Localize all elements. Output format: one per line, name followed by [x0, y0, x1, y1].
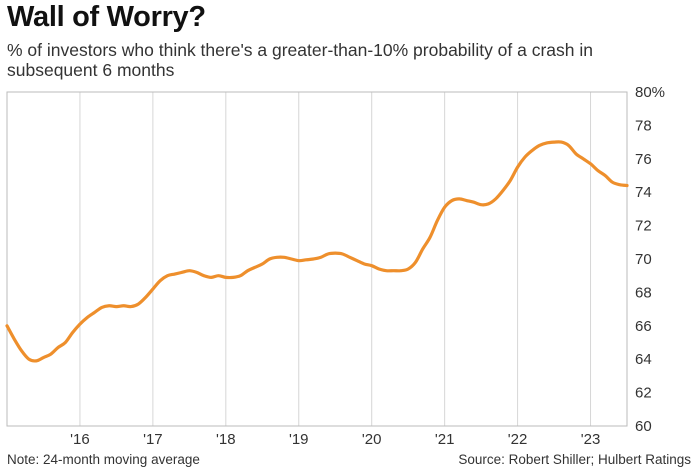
x-tick-label: '20 [362, 431, 382, 448]
x-tick-label: '23 [581, 431, 601, 448]
x-tick-label: '19 [289, 431, 309, 448]
y-tick-label: 74 [635, 184, 652, 201]
y-tick-label: 72 [635, 218, 652, 235]
series-layer [5, 140, 629, 363]
axis-ticks: '16 '17 '18 '19 '20 '21 '22 '23 60 62 64 66 68 70 72 74… [70, 84, 665, 448]
y-tick-label: 68 [635, 284, 652, 301]
grid-lines [79, 92, 592, 426]
y-tick-label: 78 [635, 117, 652, 134]
y-tick-label: 80% [635, 84, 665, 101]
y-tick-label: 70 [635, 251, 652, 268]
y-tick-label: 64 [635, 351, 652, 368]
x-tick-label: '18 [216, 431, 236, 448]
x-tick-label: '16 [70, 431, 90, 448]
series-line [5, 140, 629, 363]
x-tick-label: '17 [143, 431, 163, 448]
chart-title: Wall of Worry? [7, 1, 206, 33]
plot-frame [6, 91, 628, 427]
y-tick-label: 60 [635, 418, 652, 435]
chart-subtitle: % of investors who think there's a great… [7, 40, 594, 80]
footnote: Note: 24-month moving average [7, 452, 200, 467]
y-tick-label: 76 [635, 151, 652, 168]
x-tick-label: '22 [508, 431, 528, 448]
y-tick-label: 62 [635, 385, 652, 402]
source-credit: Source: Robert Shiller; Hulbert Ratings [458, 452, 691, 467]
x-tick-label: '21 [435, 431, 455, 448]
y-tick-label: 66 [635, 318, 652, 335]
